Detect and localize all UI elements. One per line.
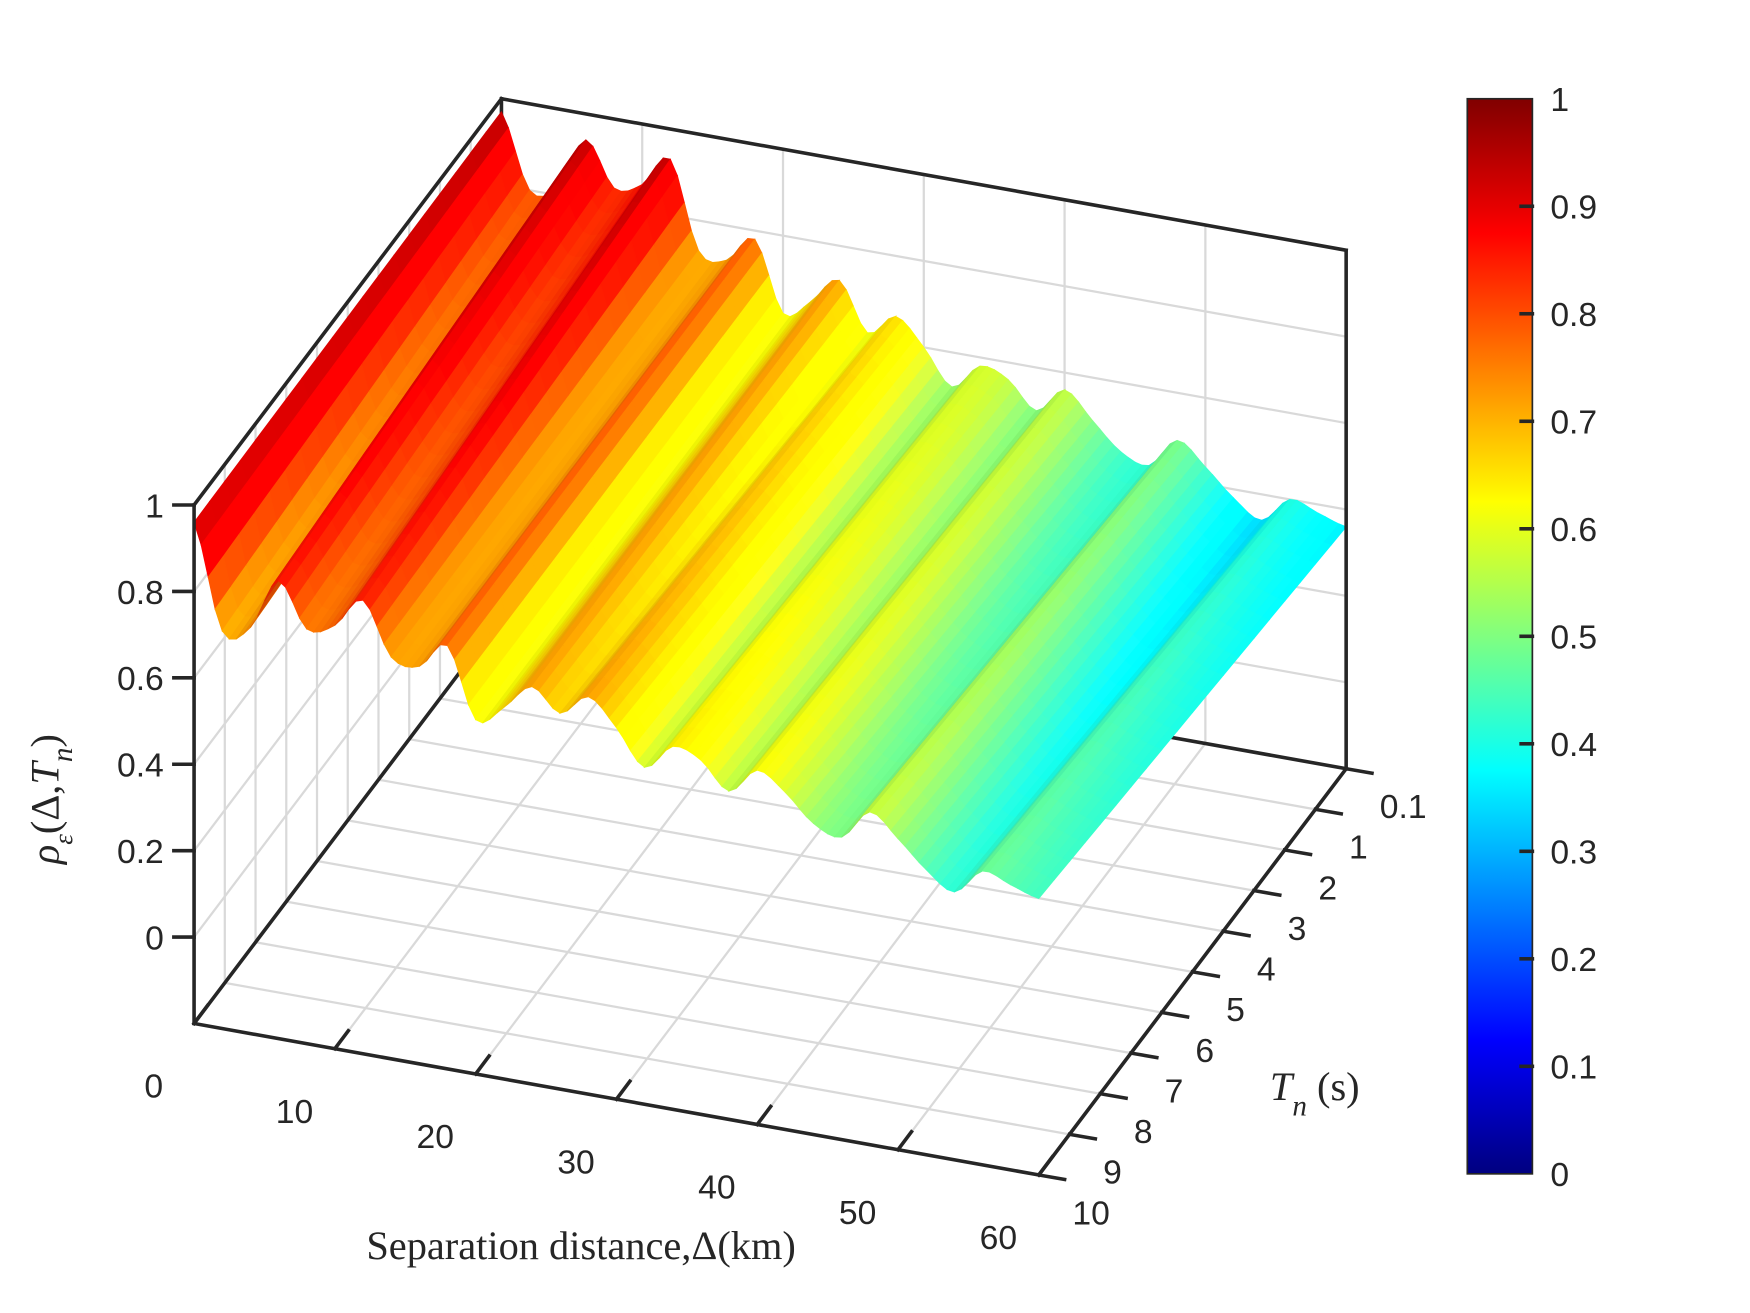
colorbar-tick-label: 0.9 xyxy=(1550,190,1597,227)
y-axis-label: Tn (s) xyxy=(1270,1064,1360,1123)
colorbar-tick-label: 0.3 xyxy=(1550,835,1597,872)
grid-line-floor-t xyxy=(347,819,1193,973)
colorbar-tick-label: 0.5 xyxy=(1550,620,1597,657)
colorbar-gradient xyxy=(1466,97,1534,1175)
z-tick-label: 0.8 xyxy=(117,575,164,612)
z-tick-label: 0.4 xyxy=(117,748,164,785)
y-tick xyxy=(1067,1132,1098,1141)
grid-line-floor-t xyxy=(286,900,1132,1055)
y-tick-label: 2 xyxy=(1318,870,1337,907)
y-tick-label: 1 xyxy=(1349,830,1368,867)
x-tick-label: 0 xyxy=(144,1069,163,1106)
x-tick xyxy=(332,1028,351,1052)
colorbar-tick-label: 0.1 xyxy=(1550,1050,1597,1087)
y-tick xyxy=(1128,1051,1159,1060)
y-tick-label: 9 xyxy=(1103,1155,1122,1192)
colorbar-tick-label: 0.6 xyxy=(1550,512,1597,549)
box-edge-top-left xyxy=(191,96,504,508)
box-edge-top-back xyxy=(499,96,1349,253)
y-tick-label: 5 xyxy=(1226,992,1245,1029)
y-tick-label: 8 xyxy=(1134,1114,1153,1151)
z-tick-label: 0.6 xyxy=(117,661,164,698)
y-tick-label: 4 xyxy=(1257,952,1276,989)
grid-line-floor-t xyxy=(378,778,1224,933)
y-tick xyxy=(1190,969,1221,979)
y-tick-label: 10 xyxy=(1072,1195,1109,1232)
x-tick-label: 60 xyxy=(980,1220,1017,1257)
y-tick xyxy=(1036,1172,1067,1182)
colorbar-tick-label: 0.7 xyxy=(1550,405,1597,442)
y-tick-label: 6 xyxy=(1195,1033,1214,1070)
x-tick xyxy=(613,1078,633,1102)
x-tick xyxy=(895,1129,914,1153)
y-tick xyxy=(1313,807,1344,816)
x-axis-label: Separation distance,Δ(km) xyxy=(366,1223,795,1268)
y-tick xyxy=(1098,1091,1129,1101)
grid-line-floor-t xyxy=(224,981,1070,1136)
x-tick xyxy=(1036,1154,1055,1178)
x-tick xyxy=(754,1103,774,1127)
x-tick-label: 40 xyxy=(698,1170,735,1207)
y-tick-label: 7 xyxy=(1165,1073,1184,1110)
x-tick xyxy=(473,1053,492,1077)
surface xyxy=(193,110,1347,899)
y-tick-label: 3 xyxy=(1288,911,1307,948)
surface-patch xyxy=(1030,876,1055,899)
x-tick-label: 10 xyxy=(276,1094,313,1131)
colorbar-tick-label: 0.8 xyxy=(1550,297,1597,334)
x-tick-label: 20 xyxy=(417,1119,454,1156)
tick-labels: 01020304050600.11234567891000.20.40.60.8… xyxy=(117,488,1427,1257)
x-tick-label: 30 xyxy=(557,1144,594,1181)
colorbar-tick-label: 0.2 xyxy=(1550,942,1597,979)
y-tick xyxy=(1251,888,1282,898)
z-tick-label: 0 xyxy=(145,920,164,957)
y-tick-label: 0.1 xyxy=(1380,789,1427,826)
z-axis-label: ρε(Δ,Tn) xyxy=(22,734,78,866)
z-tick-label: 1 xyxy=(145,488,164,525)
z-tick-label: 0.2 xyxy=(117,834,164,871)
grid-line-floor-t xyxy=(255,941,1101,1095)
colorbar-tick-label: 0.4 xyxy=(1550,727,1597,764)
colorbar-tick-label: 0 xyxy=(1550,1157,1569,1194)
x-tick xyxy=(191,1002,211,1026)
y-tick xyxy=(1221,929,1252,938)
y-tick xyxy=(1159,1010,1190,1020)
box-edge xyxy=(191,614,504,1026)
y-tick xyxy=(1344,766,1375,776)
colorbar: 0 0.1 0.2 0.3 0.4 0.5 0.6 0.7 0.8 0.9 1 xyxy=(1466,82,1597,1194)
grid-line-floor-t xyxy=(316,859,1162,1014)
x-tick-label: 50 xyxy=(839,1195,876,1232)
y-tick xyxy=(1282,847,1313,857)
colorbar-tick-label: 1 xyxy=(1550,82,1569,119)
